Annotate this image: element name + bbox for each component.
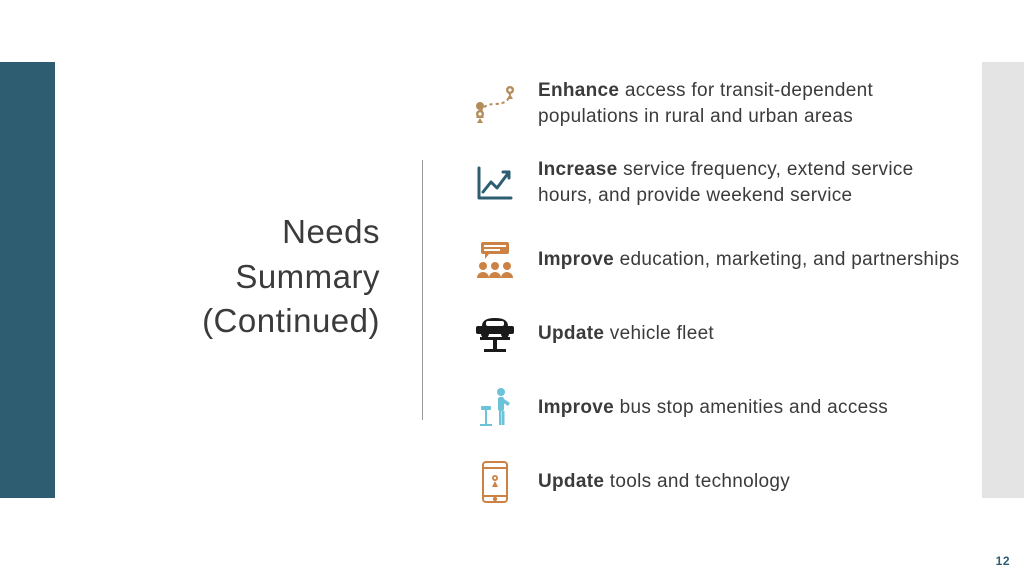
needs-list: Enhance access for transit-dependent pop…	[470, 78, 970, 533]
list-item: Update tools and technology	[470, 459, 970, 505]
people-icon	[470, 237, 520, 283]
phone-icon	[470, 459, 520, 505]
title-line-2: Summary	[150, 255, 380, 300]
route-icon	[470, 81, 520, 127]
slide: Needs Summary (Continued)	[0, 0, 1024, 576]
list-item: Update vehicle fleet	[470, 311, 970, 357]
list-item: Improve bus stop amenities and access	[470, 385, 970, 431]
list-item: Enhance access for transit-dependent pop…	[470, 78, 970, 129]
right-accent-bar	[982, 62, 1024, 498]
slide-title: Needs Summary (Continued)	[150, 210, 380, 344]
title-line-3: (Continued)	[150, 299, 380, 344]
list-item-text: Enhance access for transit-dependent pop…	[520, 78, 970, 129]
chart-icon	[470, 160, 520, 206]
vertical-divider	[422, 160, 423, 420]
title-line-1: Needs	[150, 210, 380, 255]
list-item-text: Update vehicle fleet	[520, 321, 970, 347]
list-item-text: Update tools and technology	[520, 469, 970, 495]
list-item-text: Improve education, marketing, and partne…	[520, 247, 970, 273]
list-item: Increase service frequency, extend servi…	[470, 157, 970, 208]
left-accent-bar	[0, 62, 55, 498]
list-item-text: Improve bus stop amenities and access	[520, 395, 970, 421]
page-number: 12	[996, 554, 1010, 568]
list-item: Improve education, marketing, and partne…	[470, 237, 970, 283]
list-item-text: Increase service frequency, extend servi…	[520, 157, 970, 208]
car-lift-icon	[470, 311, 520, 357]
bus-stop-icon	[470, 385, 520, 431]
